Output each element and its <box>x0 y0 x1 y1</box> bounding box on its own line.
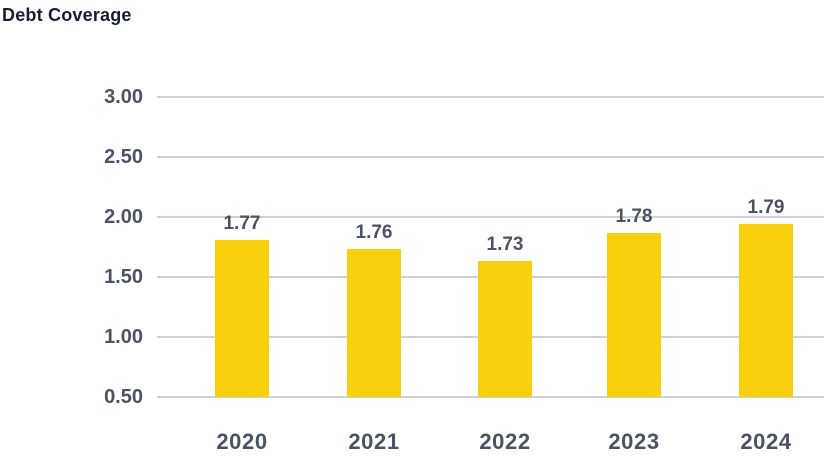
bar-value-label: 1.73 <box>486 234 524 256</box>
chart-title: Debt Coverage <box>2 5 132 25</box>
bar-value-label: 1.76 <box>355 222 393 244</box>
y-axis-tick-label: 2.00 <box>104 206 143 228</box>
y-axis-tick-label: 1.50 <box>104 266 143 288</box>
y-axis-tick-label: 0.50 <box>104 386 143 408</box>
gridline <box>157 216 824 218</box>
x-axis-tick-label: 2020 <box>216 429 268 454</box>
x-axis-tick-label: 2024 <box>740 429 792 454</box>
x-axis-tick-label: 2021 <box>348 429 400 454</box>
x-axis-tick-label: 2022 <box>479 429 531 454</box>
x-axis-tick-label: 2023 <box>608 429 660 454</box>
bar-value-label: 1.78 <box>615 205 653 227</box>
gridline <box>157 156 824 158</box>
bar-value-label: 1.79 <box>747 197 785 219</box>
bar-value-label: 1.77 <box>223 212 261 234</box>
y-axis-tick-label: 2.50 <box>104 146 143 168</box>
y-axis-tick-label: 1.00 <box>104 326 143 348</box>
gridline <box>157 396 824 398</box>
bar-2023 <box>607 232 661 397</box>
bar-2022 <box>478 261 532 397</box>
y-axis-tick-label: 3.00 <box>104 86 143 108</box>
gridline <box>157 96 824 98</box>
bar-2020 <box>215 239 269 397</box>
bar-2021 <box>347 249 401 397</box>
bar-2024 <box>739 224 793 397</box>
